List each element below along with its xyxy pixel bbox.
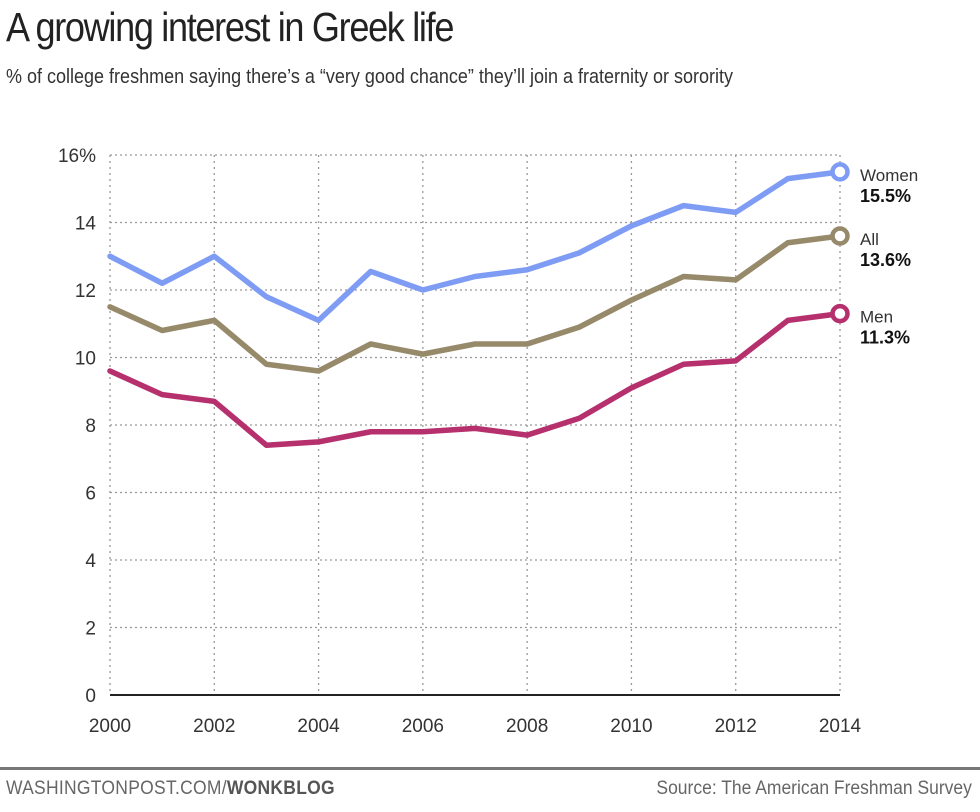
series-lines — [107, 162, 850, 448]
chart-subtitle: % of college freshmen saying there’s a “… — [6, 66, 734, 88]
y-tick-label: 14 — [75, 214, 97, 235]
y-tick-label: 10 — [75, 349, 96, 370]
series-name-label: Women — [860, 166, 918, 185]
series-name-label: Men — [860, 308, 893, 327]
end-marker-women — [830, 162, 850, 182]
footer-source: Source: The American Freshman Survey — [656, 778, 972, 799]
end-marker-all — [830, 226, 850, 246]
footer-credit: WASHINGTONPOST.COM/WONKBLOG — [6, 778, 335, 800]
series-line-all — [107, 233, 843, 374]
x-tick-label: 2006 — [402, 716, 444, 737]
y-tick-label: 4 — [85, 551, 96, 572]
y-tick-label: 8 — [85, 416, 96, 437]
series-value-label: 13.6% — [860, 250, 911, 270]
series-line-women — [107, 169, 843, 324]
series-value-label: 15.5% — [860, 186, 911, 206]
y-tick-label: 6 — [85, 484, 96, 505]
series-name-label: All — [860, 230, 879, 249]
y-tick-label: 2 — [85, 619, 96, 640]
x-tick-label: 2014 — [819, 716, 862, 737]
y-tick-label: 0 — [85, 686, 96, 707]
footer-site: WASHINGTONPOST.COM/ — [6, 778, 227, 799]
x-axis-ticks: 2000 2002 2004 2006 2008 2010 2012 2014 — [89, 716, 862, 737]
y-axis-ticks: 0 2 4 6 8 10 12 14 16% — [58, 146, 96, 707]
x-tick-label: 2000 — [89, 716, 131, 737]
x-tick-label: 2008 — [506, 716, 548, 737]
x-tick-label: 2004 — [297, 716, 340, 737]
end-marker-men — [830, 303, 850, 324]
x-tick-label: 2012 — [715, 716, 757, 737]
chart-title: A growing interest in Greek life — [6, 4, 454, 50]
series-value-label: 11.3% — [860, 328, 910, 348]
y-tick-label: 12 — [75, 281, 96, 302]
footer-divider — [0, 767, 980, 770]
x-tick-label: 2002 — [193, 716, 235, 737]
x-tick-label: 2010 — [610, 716, 652, 737]
y-tick-label: 16% — [58, 146, 96, 167]
footer-section: WONKBLOG — [226, 778, 335, 799]
grid — [109, 154, 841, 695]
